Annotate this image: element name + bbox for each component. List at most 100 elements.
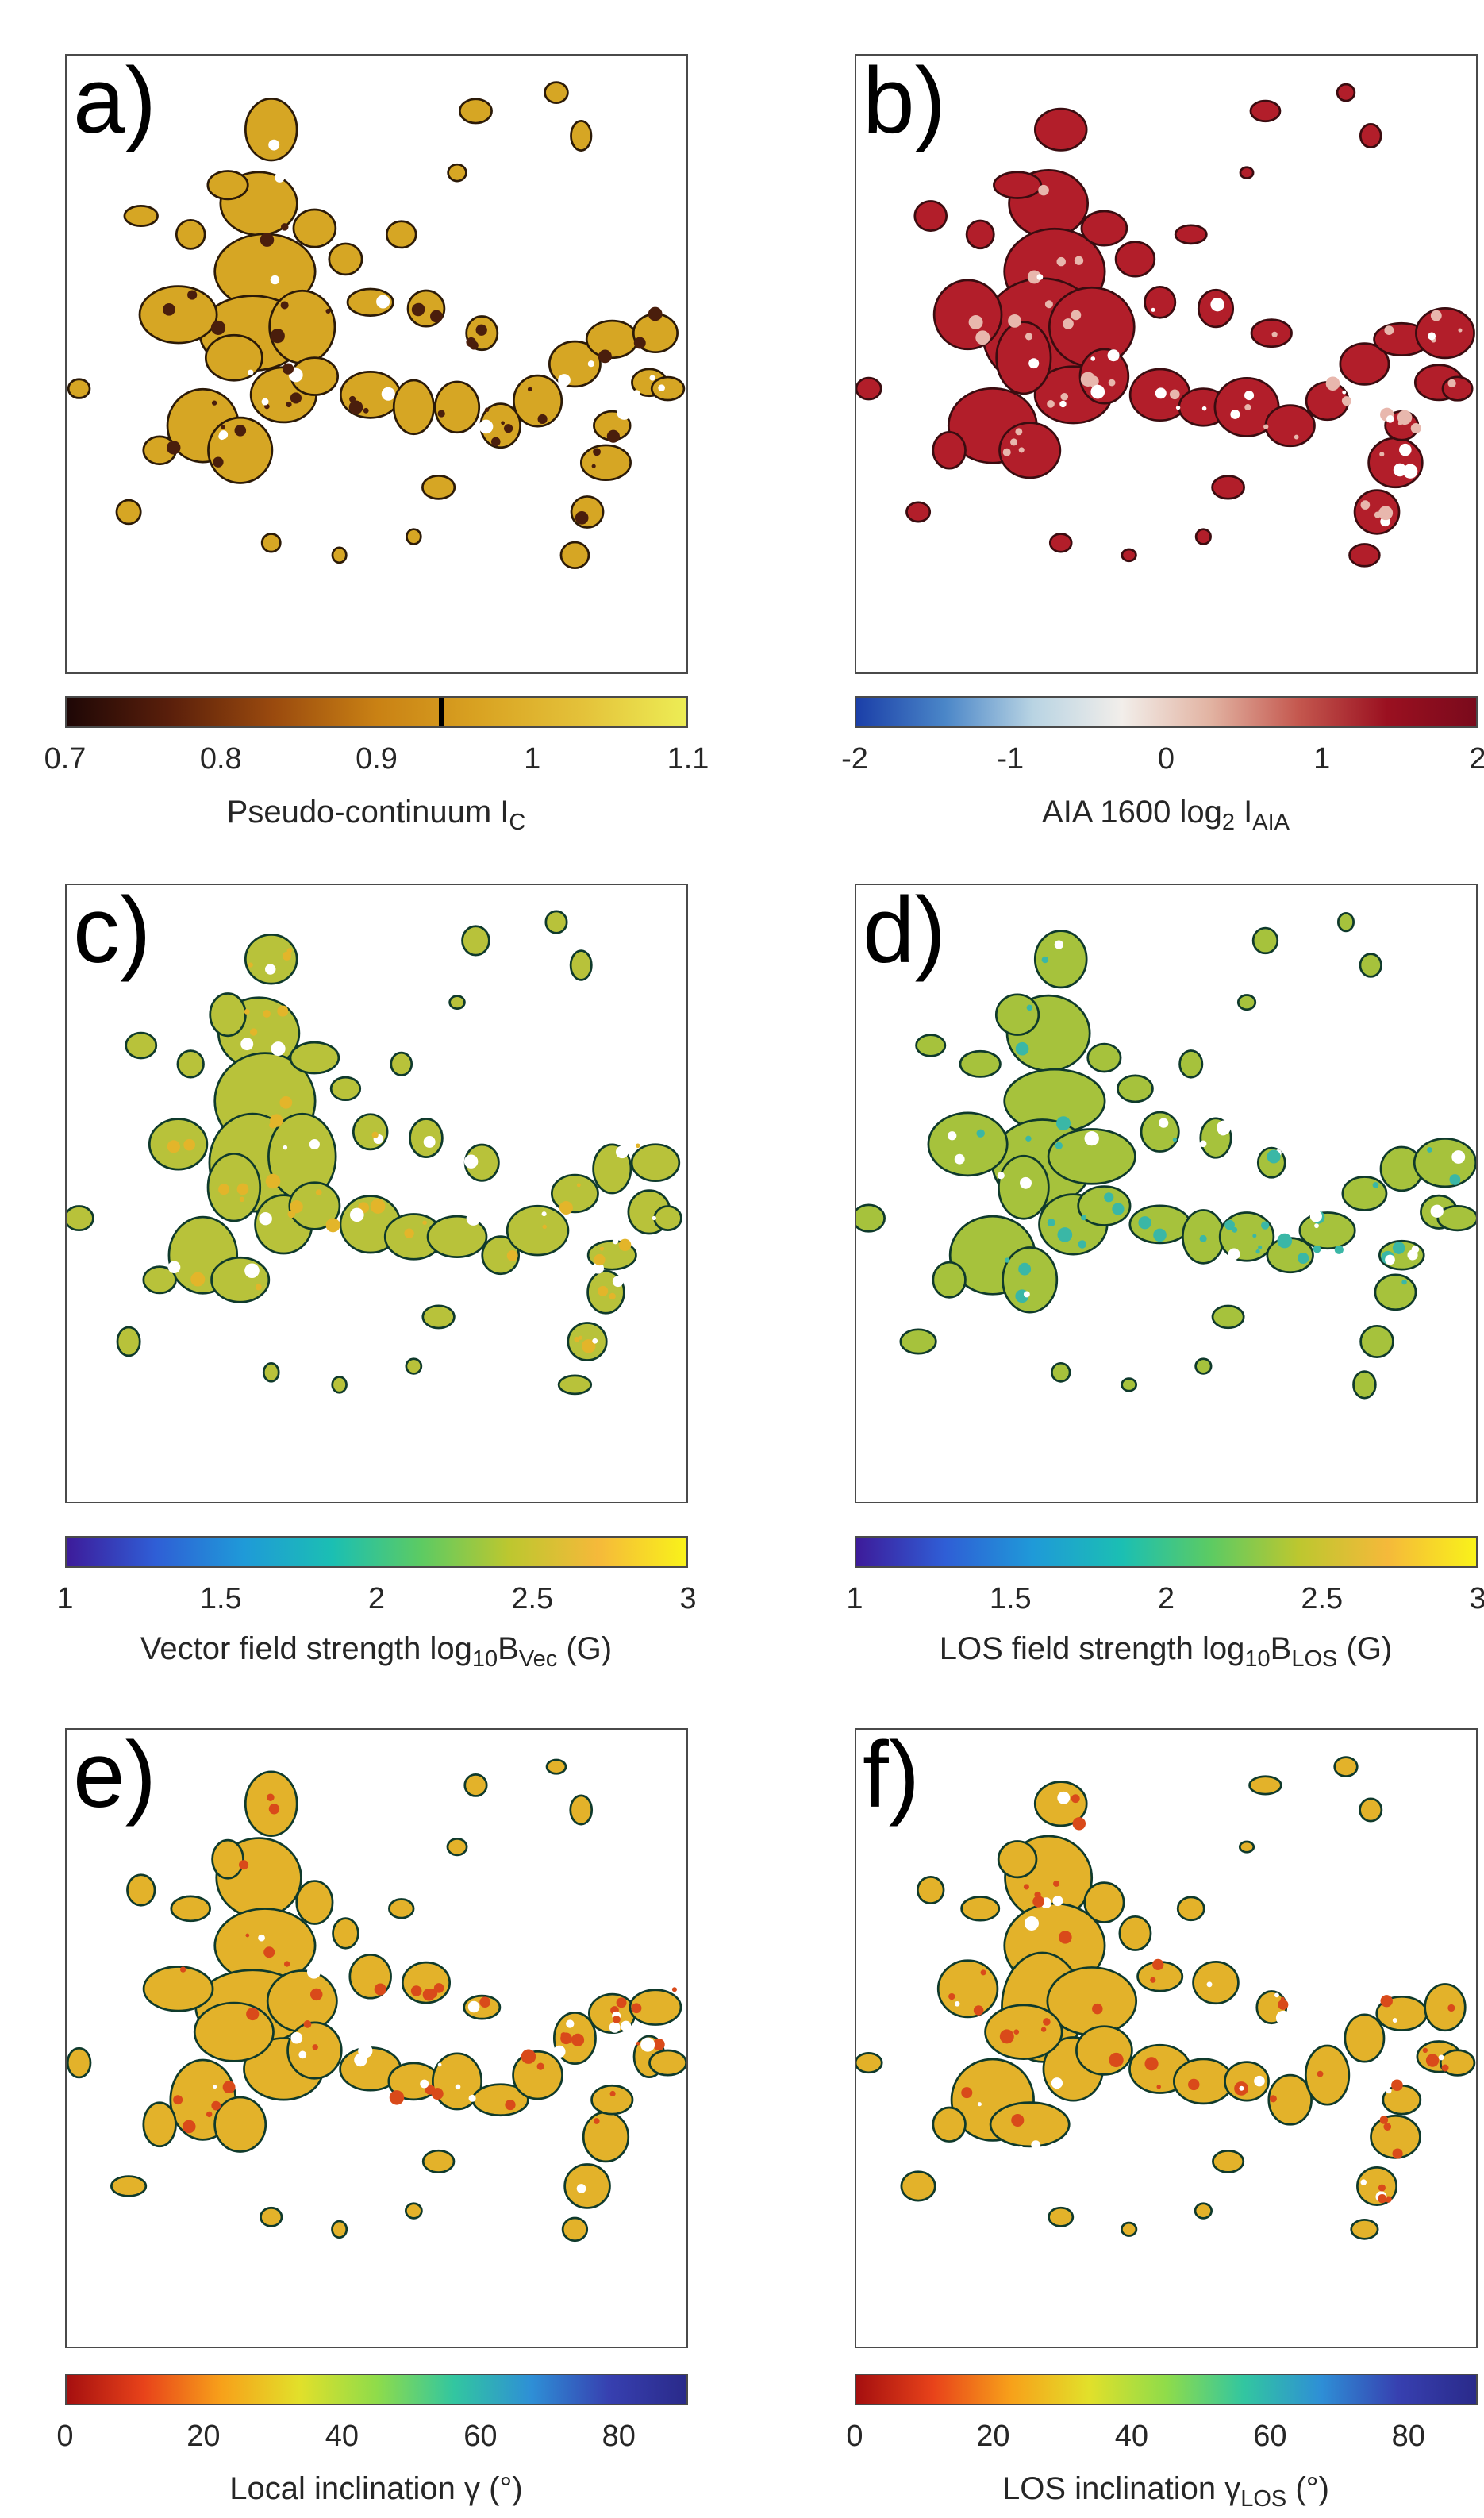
panel-b-speck	[1060, 393, 1069, 401]
colorbar-d-title-sub: 10	[1244, 1646, 1271, 1672]
panel-a-patch	[67, 378, 91, 399]
panel-a-speck	[221, 425, 225, 429]
panel-d-patch	[1086, 1042, 1122, 1073]
colorbar-a	[65, 696, 688, 728]
panel-a-speck	[479, 419, 494, 434]
panel-c-patch	[125, 1031, 158, 1060]
panel-b-patch	[1048, 533, 1073, 553]
panel-a-patch	[328, 242, 363, 276]
panel-c-speck	[286, 948, 293, 953]
colorbar-a-title-sub: C	[509, 810, 526, 835]
panel-f-patch	[1192, 1961, 1240, 2005]
panel-f-patch	[1083, 1881, 1125, 1923]
panel-a-patch	[206, 170, 249, 201]
panel-f-speck	[1447, 2004, 1455, 2012]
colorbar-b-title-tail-sub: AIA	[1252, 810, 1290, 835]
panel-e-speck	[213, 2085, 217, 2089]
panel-e-speck	[566, 2019, 575, 2028]
panel-c-speck	[190, 1272, 206, 1287]
panel-b-speck	[1080, 372, 1096, 387]
panel-b-patch	[1121, 548, 1137, 563]
panel-b-speck	[1090, 384, 1105, 399]
panel-d-patch	[1002, 1246, 1059, 1314]
panel-b-speck	[1263, 424, 1269, 429]
panel-e-speck	[263, 1946, 275, 1958]
panel-d-speck	[1041, 956, 1049, 964]
panel-a-speck	[363, 407, 369, 414]
panel-c-speck	[325, 1218, 340, 1233]
panel-a-patch	[513, 374, 563, 428]
panel-b-speck	[1056, 256, 1066, 267]
panel-a-speck	[617, 405, 632, 420]
panel-a-speck	[469, 341, 479, 350]
panel-e-patch	[582, 2111, 630, 2163]
panel-f-speck	[1438, 2054, 1444, 2061]
panel-d-speck	[1172, 1138, 1177, 1142]
colorbar-e-tick: 0	[56, 2420, 74, 2453]
panel-c-patch	[550, 1173, 599, 1214]
panel-f-patch	[856, 2052, 883, 2074]
panel-d-speck	[1298, 1252, 1309, 1265]
panel-a-speck	[658, 384, 665, 391]
panel-d-patch	[1140, 1111, 1180, 1153]
panel-e-speck	[609, 2090, 616, 2097]
panel-f-speck	[1092, 2003, 1103, 2015]
panel-f-speck	[1391, 2079, 1403, 2092]
panel-d-speck	[1054, 940, 1063, 949]
panel-b-speck	[1059, 400, 1067, 408]
panel-f-speck	[999, 2029, 1014, 2044]
colorbar-a-tick: 1	[524, 742, 541, 776]
panel-c-speck	[594, 1253, 606, 1266]
panel-b-speck	[1244, 391, 1255, 401]
panel-c-speck	[259, 1212, 272, 1226]
panel-e-speck	[182, 2120, 196, 2134]
panel-a-speck	[430, 310, 443, 323]
panel-a-patch	[204, 333, 263, 382]
panel-b-speck	[975, 330, 990, 345]
panel-d-speck	[1309, 1210, 1322, 1222]
panel-b-speck	[1015, 428, 1023, 436]
panel-a-speck	[527, 387, 532, 392]
panel-d-speck	[1084, 1131, 1099, 1146]
panel-a-speck	[213, 456, 224, 468]
panel-b-speck	[1402, 464, 1418, 479]
panel-f-patch	[997, 1840, 1038, 1879]
panel-c-patch	[209, 992, 247, 1038]
panel-e-speck	[609, 2021, 621, 2033]
panel-f-patch	[1033, 1781, 1088, 1827]
panel-a-patch	[650, 375, 686, 402]
panel-a-patch	[331, 546, 348, 564]
panel-a-patch	[406, 528, 422, 545]
panel-e-patch	[211, 1838, 244, 1880]
panel-b-speck	[1155, 387, 1167, 399]
panel-f-speck	[1152, 1958, 1164, 1970]
panel-e-speck	[410, 1985, 422, 1996]
panel-b-speck	[1036, 274, 1044, 280]
colorbar-a-title: Pseudo-continuum IC	[227, 796, 526, 834]
panel-f-speck	[1254, 2075, 1265, 2087]
panel-b-patch	[932, 279, 1003, 351]
panel-f-patch	[932, 2106, 967, 2143]
panel-f-speck	[1206, 1981, 1213, 1988]
panel-b-map-svg	[856, 83, 1475, 568]
panel-e-patch	[286, 2021, 343, 2080]
panel-b-speck	[1230, 410, 1240, 419]
panel-f-speck	[1441, 2064, 1449, 2072]
colorbar-c-title-end: (G)	[557, 1631, 613, 1666]
panel-c-patch	[352, 1113, 389, 1151]
panel-e-speck	[389, 2090, 405, 2105]
panel-a-speck	[558, 374, 571, 387]
panel-a-speck	[411, 303, 425, 317]
colorbar-e-tick: 40	[325, 2420, 359, 2453]
panel-d-speck	[1055, 1142, 1063, 1149]
panel-e-speck	[671, 1987, 677, 1992]
colorbar-d-title-main: LOS field strength log	[939, 1631, 1245, 1666]
panel-c-speck	[423, 1136, 436, 1148]
panel-b-patch	[993, 171, 1043, 199]
panel-b-speck	[968, 315, 983, 329]
panel-b-speck	[1063, 318, 1074, 329]
panel-d-speck	[1217, 1120, 1231, 1135]
panel-a-speck	[575, 510, 589, 525]
colorbar-f-tick: 20	[976, 2420, 1010, 2453]
panel-e-patch	[590, 2084, 634, 2116]
